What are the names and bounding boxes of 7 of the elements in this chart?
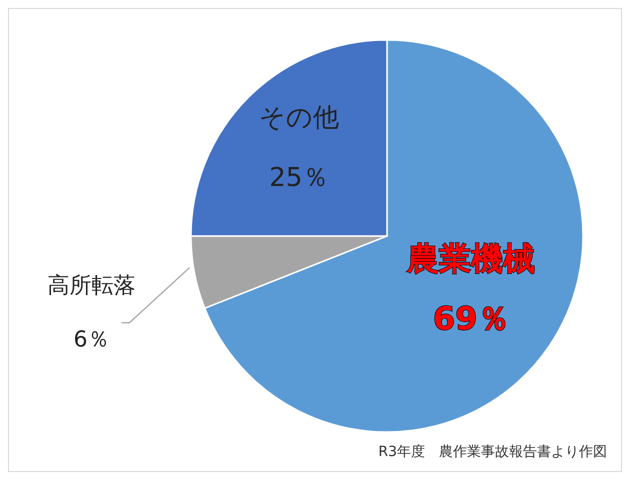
data-label: 69％ bbox=[432, 300, 510, 338]
data-label: 6％ bbox=[73, 328, 110, 353]
slice-label: 農業機械 bbox=[406, 240, 536, 278]
data-label: 25％ bbox=[269, 162, 328, 193]
text: R3年度 農作業事故報告書より作図 bbox=[378, 443, 607, 461]
slice-label: その他 bbox=[258, 102, 339, 133]
slice-label: 高所転落 bbox=[47, 274, 136, 299]
